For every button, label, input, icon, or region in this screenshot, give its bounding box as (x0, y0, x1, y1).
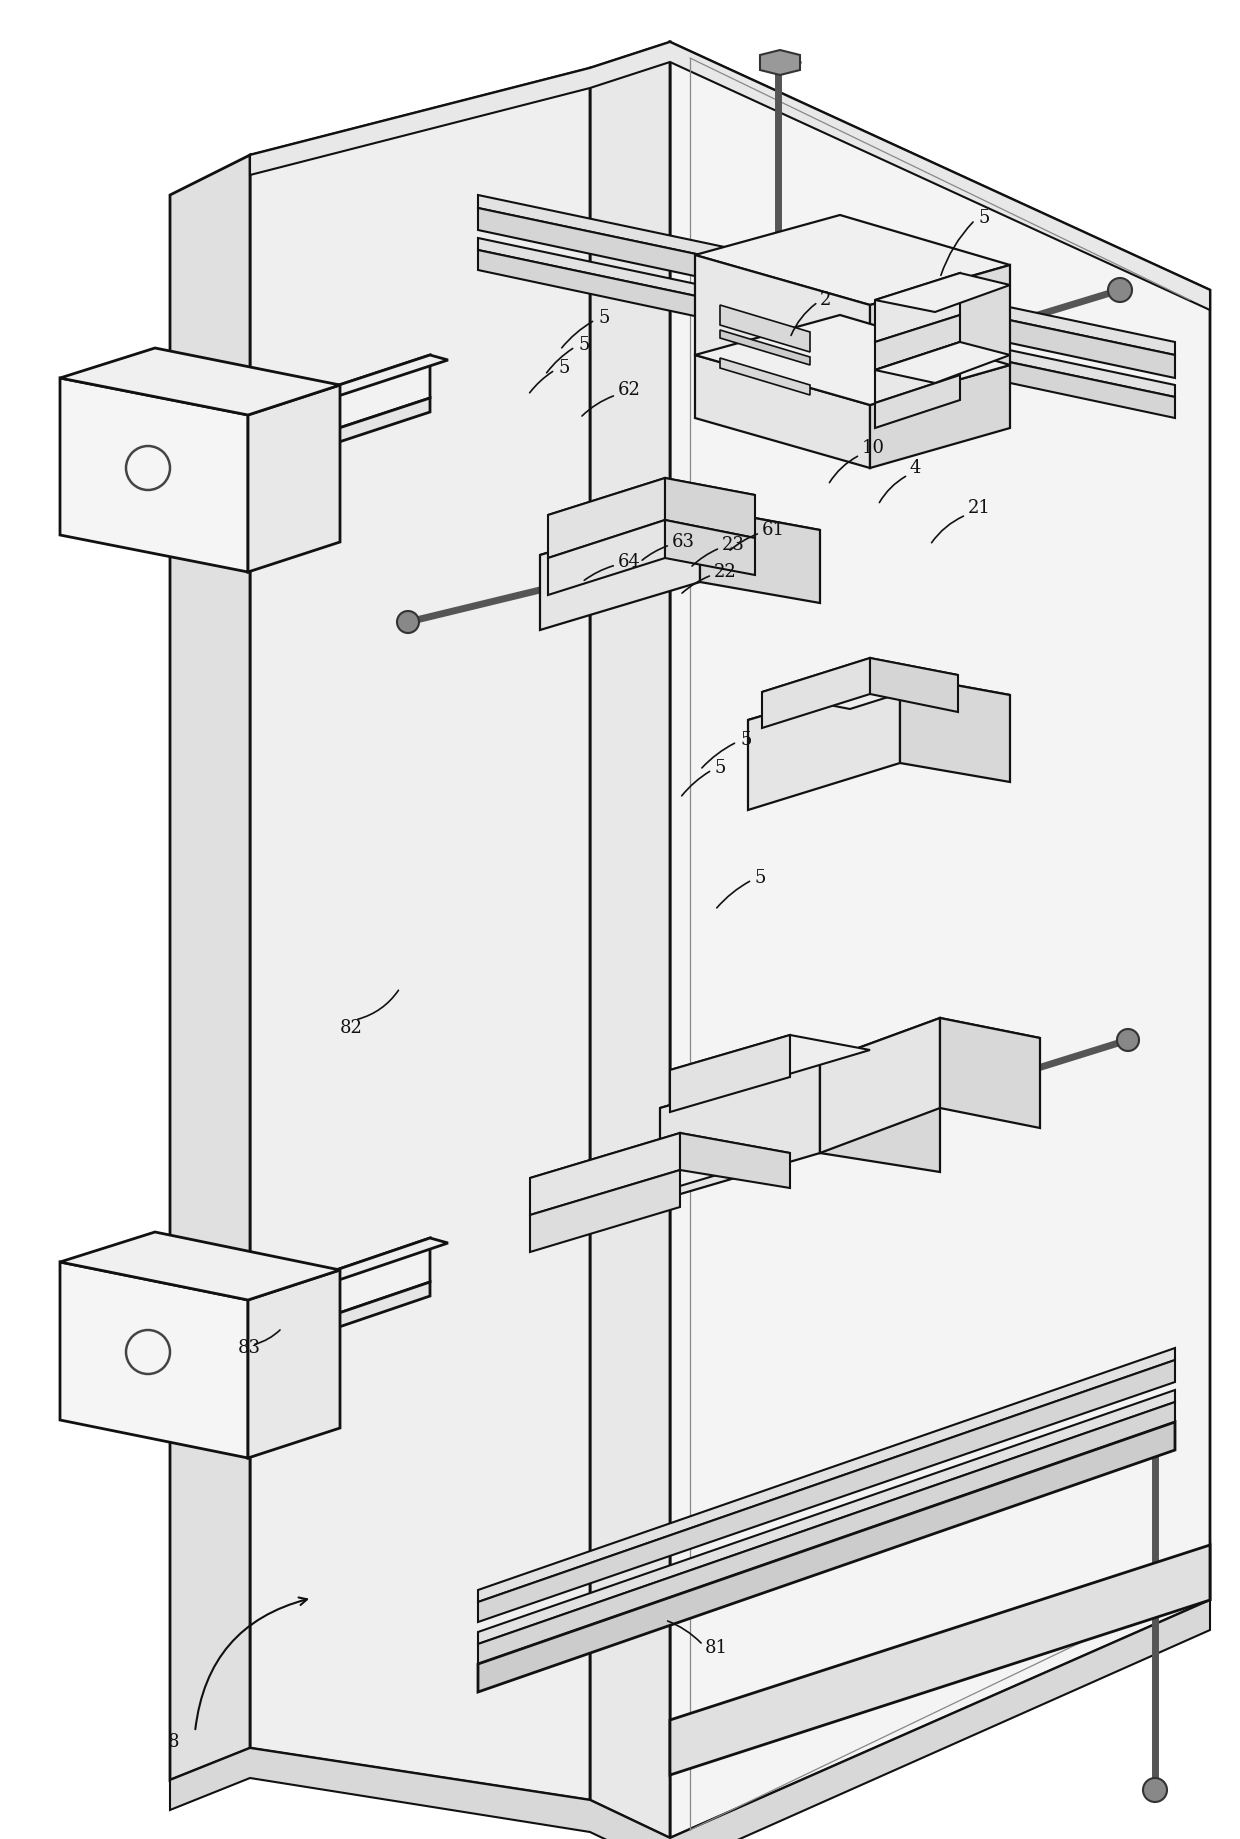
Polygon shape (900, 675, 1011, 782)
Text: 63: 63 (672, 533, 694, 552)
Polygon shape (477, 237, 1176, 397)
Polygon shape (250, 42, 1210, 311)
Text: 5: 5 (715, 760, 727, 778)
Polygon shape (875, 375, 960, 428)
Polygon shape (875, 272, 960, 342)
Text: 82: 82 (340, 1019, 363, 1037)
Polygon shape (875, 342, 960, 403)
Text: 61: 61 (763, 520, 785, 539)
Polygon shape (694, 215, 1011, 305)
Polygon shape (694, 314, 1011, 405)
Polygon shape (539, 508, 820, 577)
Polygon shape (477, 1401, 1176, 1664)
Polygon shape (760, 50, 800, 75)
Polygon shape (248, 1238, 448, 1306)
Text: 64: 64 (618, 554, 641, 570)
Polygon shape (477, 250, 1176, 417)
Text: 2: 2 (820, 291, 831, 309)
Polygon shape (60, 1262, 248, 1458)
Text: 5: 5 (978, 210, 990, 226)
Polygon shape (701, 508, 820, 603)
Polygon shape (870, 658, 959, 712)
Polygon shape (748, 675, 900, 809)
Polygon shape (477, 1348, 1176, 1602)
Polygon shape (477, 1390, 1176, 1644)
Polygon shape (248, 355, 430, 458)
Text: 5: 5 (755, 870, 766, 886)
Polygon shape (250, 68, 590, 1800)
Polygon shape (870, 265, 1011, 405)
Polygon shape (720, 305, 810, 351)
Polygon shape (763, 658, 870, 728)
Polygon shape (60, 379, 248, 572)
Polygon shape (539, 508, 701, 631)
Polygon shape (720, 329, 810, 364)
Polygon shape (820, 1019, 940, 1153)
Text: 4: 4 (910, 460, 921, 476)
Polygon shape (680, 1133, 790, 1188)
Polygon shape (940, 1019, 1040, 1127)
Polygon shape (477, 195, 1176, 355)
Polygon shape (875, 272, 1011, 313)
Polygon shape (248, 397, 430, 473)
Polygon shape (870, 364, 1011, 467)
Polygon shape (670, 1035, 790, 1113)
Text: 5: 5 (558, 359, 569, 377)
Polygon shape (665, 478, 755, 539)
Circle shape (1143, 1778, 1167, 1802)
Polygon shape (248, 1282, 430, 1357)
Polygon shape (590, 42, 670, 1837)
Polygon shape (670, 1035, 870, 1085)
Polygon shape (477, 1422, 1176, 1692)
Polygon shape (477, 208, 1176, 379)
Polygon shape (820, 1061, 940, 1171)
Polygon shape (548, 478, 755, 531)
Polygon shape (820, 1019, 1040, 1081)
Text: 83: 83 (238, 1339, 260, 1357)
Polygon shape (248, 355, 448, 419)
Text: 5: 5 (740, 730, 751, 748)
Polygon shape (248, 384, 340, 572)
Polygon shape (875, 314, 960, 370)
Text: 5: 5 (578, 337, 589, 353)
Polygon shape (763, 658, 959, 710)
Polygon shape (875, 342, 1011, 383)
Text: 5: 5 (598, 309, 609, 327)
Text: 22: 22 (714, 563, 737, 581)
Circle shape (1117, 1030, 1140, 1052)
Polygon shape (665, 520, 755, 576)
Polygon shape (529, 1133, 680, 1216)
Polygon shape (670, 42, 1210, 1837)
Text: 10: 10 (862, 440, 885, 458)
Circle shape (397, 611, 419, 633)
Text: 81: 81 (706, 1639, 728, 1657)
Polygon shape (170, 154, 250, 1780)
Text: 21: 21 (968, 498, 991, 517)
Text: 62: 62 (618, 381, 641, 399)
Polygon shape (660, 1061, 820, 1201)
Text: 8: 8 (167, 1732, 180, 1751)
Text: 23: 23 (722, 535, 745, 554)
Polygon shape (248, 1238, 430, 1344)
Polygon shape (694, 256, 870, 405)
Polygon shape (170, 1600, 1210, 1839)
Polygon shape (529, 1170, 680, 1252)
Polygon shape (248, 1271, 340, 1458)
Polygon shape (60, 348, 340, 416)
Polygon shape (60, 1232, 340, 1300)
Polygon shape (660, 1061, 940, 1127)
FancyArrowPatch shape (196, 1598, 308, 1729)
Polygon shape (720, 359, 810, 395)
Polygon shape (694, 355, 870, 467)
Polygon shape (670, 1545, 1210, 1775)
Polygon shape (477, 1361, 1176, 1622)
Polygon shape (548, 478, 665, 557)
Polygon shape (529, 1133, 790, 1197)
Polygon shape (548, 520, 665, 596)
Polygon shape (748, 675, 1011, 739)
Circle shape (1109, 278, 1132, 302)
